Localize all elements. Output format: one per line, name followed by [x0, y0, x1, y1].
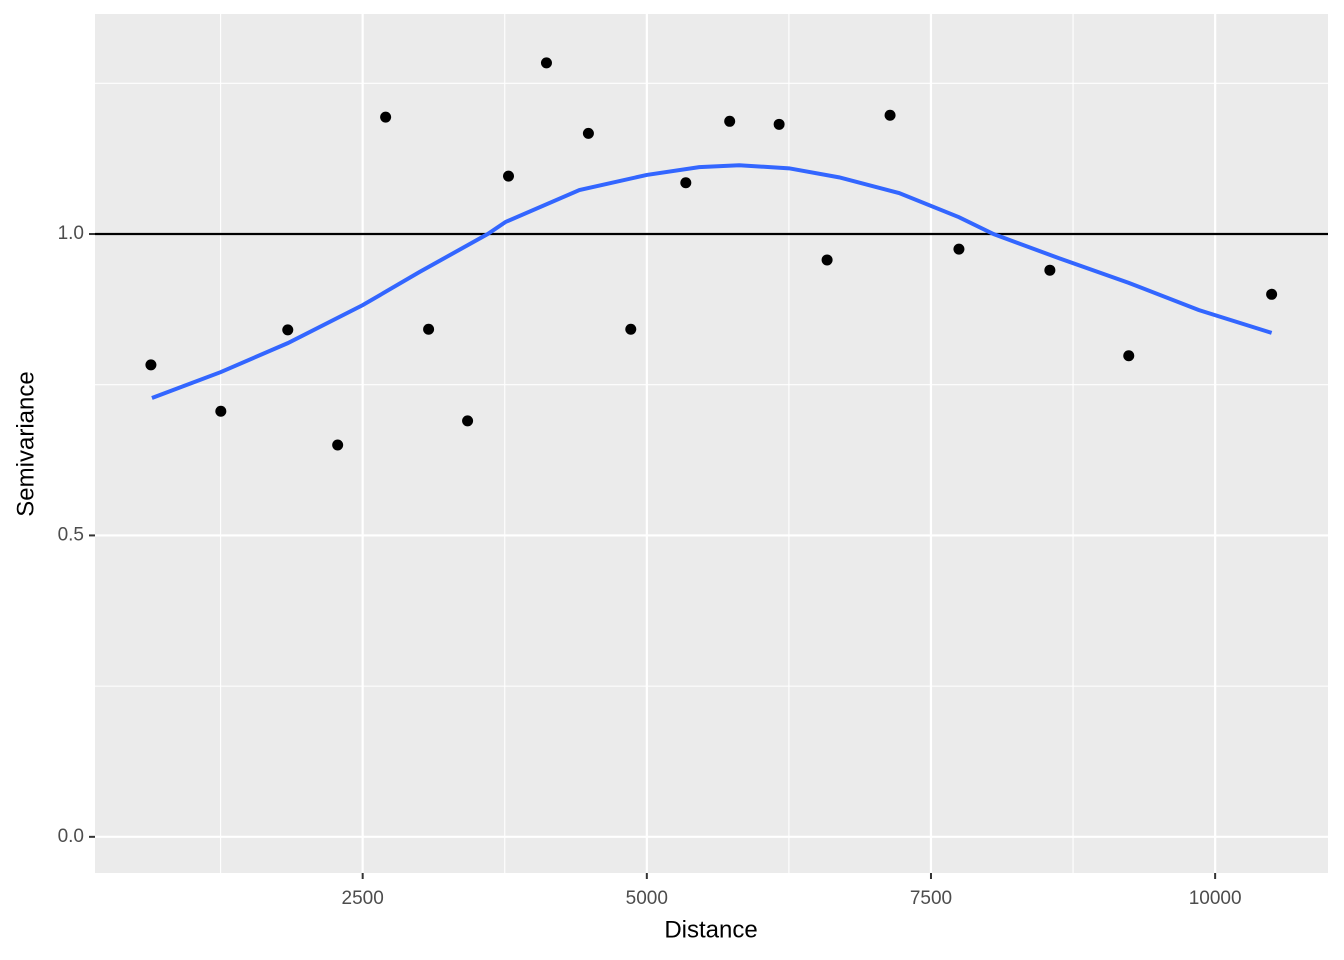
point — [1123, 350, 1135, 362]
point — [380, 111, 392, 123]
point — [680, 177, 692, 189]
point — [1266, 288, 1278, 300]
y-tick-label: 0.0 — [58, 826, 84, 847]
y-tick-label: 0.5 — [58, 524, 84, 545]
point — [1044, 264, 1056, 276]
y-axis-title: Semivariance — [12, 371, 39, 516]
point — [625, 323, 637, 335]
point — [503, 170, 515, 182]
point — [540, 57, 552, 69]
x-tick-label: 7500 — [910, 888, 952, 909]
point — [724, 115, 736, 127]
point — [423, 323, 435, 335]
point — [821, 254, 833, 266]
point — [462, 415, 474, 427]
point — [884, 109, 896, 121]
x-tick-label: 2500 — [342, 888, 384, 909]
x-tick-label: 10000 — [1189, 888, 1242, 909]
point — [773, 118, 785, 130]
point — [215, 405, 227, 417]
smooth-line — [151, 163, 1273, 400]
point — [282, 324, 294, 336]
point — [145, 359, 157, 371]
y-tick-label: 1.0 — [58, 223, 84, 244]
x-axis-title: Distance — [664, 916, 757, 943]
x-tick-label: 5000 — [626, 888, 668, 909]
panel-background — [95, 14, 1328, 873]
point — [332, 439, 344, 451]
point — [953, 243, 965, 255]
point — [582, 127, 594, 139]
